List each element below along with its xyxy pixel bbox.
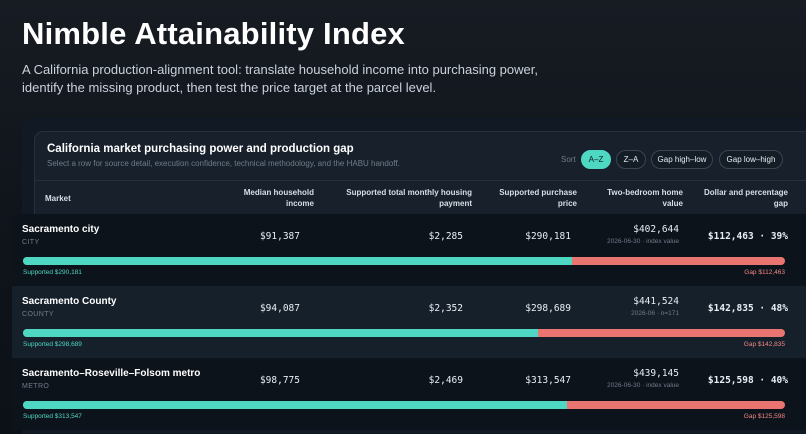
market-type: COUNTY: [22, 311, 54, 318]
gap-value: $112,463 · 39%: [707, 231, 788, 242]
col-price[interactable]: Supported purchase price: [499, 188, 577, 208]
home-value: $402,644: [633, 224, 679, 235]
monthly-payment: $2,285: [428, 231, 463, 242]
supported-caption: Supported $313,547: [23, 413, 82, 420]
supported-fill: [23, 401, 568, 409]
gap-caption: Gap $112,463: [744, 269, 785, 276]
purchase-price: $298,689: [525, 303, 571, 314]
home-value-meta: 2026-06 · n=171: [631, 310, 679, 317]
median-income: $94,087: [259, 303, 300, 314]
sort-za-button[interactable]: Z–A: [616, 150, 646, 169]
page-title: Nimble Attainability Index: [22, 16, 405, 51]
gap-caption: Gap $142,835: [743, 341, 785, 348]
col-payment[interactable]: Supported total monthly housing payment: [346, 188, 472, 208]
table-header-card: [34, 131, 806, 221]
median-income: $91,387: [259, 231, 300, 242]
card-title: California market purchasing power and p…: [47, 143, 354, 155]
supported-caption: Supported $290,181: [23, 269, 82, 276]
sort-gap-high-low-button[interactable]: Gap high–low: [651, 150, 713, 169]
page-subtitle: A California production-alignment tool: …: [22, 62, 538, 95]
market-type: CITY: [22, 239, 40, 246]
market-row[interactable]: Sacramento County COUNTY $94,087 $2,352 …: [12, 286, 806, 358]
home-value-meta: 2026-06-30 · index value: [607, 382, 679, 389]
market-name: Sacramento–Roseville–Folsom metro: [22, 368, 201, 379]
sort-gap-low-high-button[interactable]: Gap low–high: [719, 150, 783, 169]
market-name: Sacramento city: [22, 224, 100, 235]
purchase-price: $313,547: [525, 375, 571, 386]
purchase-price: $290,181: [525, 231, 571, 242]
home-value: $439,145: [633, 368, 679, 379]
market-name: Sacramento County: [22, 296, 117, 307]
gap-caption: Gap $125,598: [743, 413, 785, 420]
col-gap[interactable]: Dollar and percentage gap: [703, 188, 788, 208]
gap-bar: [23, 257, 785, 265]
gap-value: $125,598 · 40%: [707, 375, 788, 386]
sort-az-button[interactable]: A–Z: [581, 150, 611, 169]
market-row[interactable]: Sacramento city CITY $91,387 $2,285 $290…: [12, 214, 806, 286]
col-market[interactable]: Market: [45, 194, 71, 203]
col-home[interactable]: Two-bedroom home value: [607, 188, 683, 208]
supported-fill: [23, 257, 573, 265]
monthly-payment: $2,469: [428, 375, 463, 386]
home-value-meta: 2026-06-30 · index value: [607, 238, 679, 245]
monthly-payment: $2,352: [428, 303, 463, 314]
gap-value: $142,835 · 48%: [707, 303, 788, 314]
sort-label: Sort: [561, 155, 576, 164]
card-subtitle: Select a row for source detail, executio…: [47, 159, 400, 168]
median-income: $98,775: [259, 375, 300, 386]
gap-bar: [23, 401, 785, 409]
supported-caption: Supported $298,689: [23, 341, 82, 348]
home-value: $441,524: [633, 296, 679, 307]
supported-fill: [23, 329, 539, 337]
market-row[interactable]: Sacramento–Roseville–Folsom metro METRO …: [12, 358, 806, 430]
market-type: METRO: [22, 383, 50, 390]
gap-bar: [23, 329, 785, 337]
table-header: Market Median household income Supported…: [34, 180, 806, 214]
col-income[interactable]: Median household income: [243, 188, 314, 208]
